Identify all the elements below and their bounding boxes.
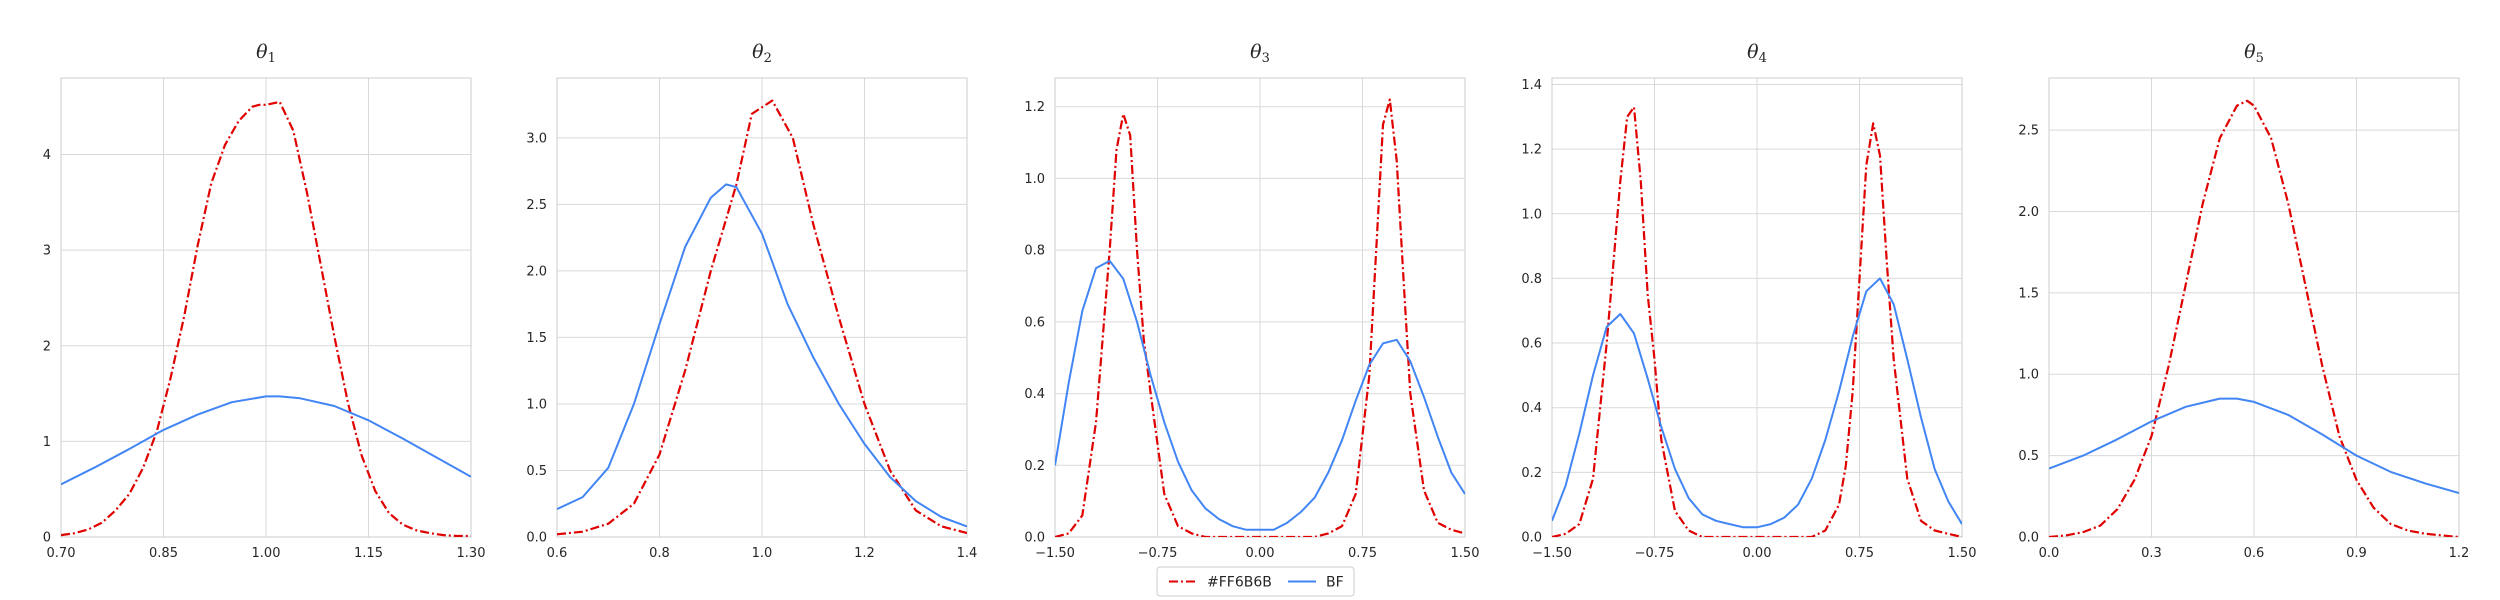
y-tick-label: 0.0 — [526, 531, 547, 546]
x-tick-label: 0.75 — [1845, 546, 1874, 561]
x-tick-label: 1.15 — [354, 546, 383, 561]
y-tick-label: 0.2 — [1521, 466, 1542, 481]
panel-1: 0.70 0.85 1.00 1.15 1.30 0 1 2 3 4 θ1 — [43, 41, 486, 561]
y-tick-label: 4 — [43, 148, 51, 163]
series-ff6b6b-line — [61, 100, 471, 537]
x-tick-label: 1.50 — [1451, 546, 1480, 561]
series-ff6b6b-line — [1552, 105, 1962, 537]
series-ff6b6b-line — [1055, 98, 1465, 537]
y-tick-label: 1.0 — [526, 397, 547, 412]
x-tick-label: −1.50 — [1532, 546, 1572, 561]
y-tick-label: 0 — [43, 531, 51, 546]
legend-box — [1156, 566, 1355, 597]
x-tick-label: −0.75 — [1635, 546, 1675, 561]
x-tick-label: 0.6 — [2244, 546, 2265, 561]
x-tick-label: 0.9 — [2346, 546, 2367, 561]
series-bf-line — [1552, 277, 1962, 529]
x-tick-label: 0.70 — [47, 546, 76, 561]
y-tick-label: 0.0 — [1024, 531, 1045, 546]
x-tick-label: 0.0 — [2039, 546, 2060, 561]
y-tick-label: 2.0 — [2018, 205, 2039, 220]
plot-frame — [2048, 77, 2460, 538]
x-tick-label: −1.50 — [1035, 546, 1075, 561]
y-tick-label: 0.4 — [1521, 401, 1542, 416]
series-bf-line — [1055, 259, 1465, 531]
x-tick-label: 0.8 — [649, 546, 670, 561]
legend-label: BF — [1326, 575, 1344, 591]
panel-title: θ2 — [752, 41, 772, 66]
y-tick-label: 1.2 — [1521, 143, 1542, 158]
x-tick-label: 1.2 — [854, 546, 875, 561]
x-tick-label: 1.2 — [2449, 546, 2470, 561]
y-tick-label: 0.5 — [2018, 449, 2039, 464]
y-tick-label: 0.8 — [1521, 272, 1542, 287]
series-bf-line — [557, 183, 967, 528]
y-tick-label: 0.6 — [1024, 315, 1045, 330]
y-tick-label: 1 — [43, 435, 51, 450]
series-ff6b6b-line — [2049, 99, 2459, 537]
y-tick-label: 1.0 — [1521, 207, 1542, 222]
panel-title: θ5 — [2244, 41, 2264, 66]
x-tick-label: 0.85 — [149, 546, 178, 561]
panel-5: 0.0 0.3 0.6 0.9 1.2 0.0 0.5 1.0 1.5 2.0 2.5 θ5 — [2018, 41, 2469, 561]
panel-2: 0.6 0.8 1.0 1.2 1.4 0.0 0.5 1.0 1.5 2.0 2.5 3.0 θ2 — [526, 41, 977, 561]
legend-label: #FF6B6B — [1207, 575, 1272, 591]
y-tick-label: 3 — [43, 244, 51, 259]
y-tick-label: 2 — [43, 339, 51, 354]
y-tick-label: 0.6 — [1521, 337, 1542, 352]
panel-title: θ1 — [256, 41, 276, 66]
x-tick-label: 1.00 — [252, 546, 281, 561]
legend: #FF6B6B BF — [1156, 566, 1355, 597]
x-tick-label: 0.6 — [547, 546, 568, 561]
x-tick-label: 1.30 — [457, 546, 486, 561]
series-bf-line — [61, 395, 471, 486]
panel-3: −1.50 −0.75 0.00 0.75 1.50 0.0 0.2 0.4 0.6 0.8 1.0… — [1024, 41, 1479, 561]
x-tick-label: 0.75 — [1348, 546, 1377, 561]
y-tick-label: 2.5 — [2018, 124, 2039, 139]
y-tick-label: 1.0 — [2018, 368, 2039, 383]
x-tick-label: 0.3 — [2141, 546, 2162, 561]
y-tick-label: 1.4 — [1521, 78, 1542, 93]
x-tick-label: 0.00 — [1246, 546, 1275, 561]
x-tick-label: 1.50 — [1948, 546, 1977, 561]
y-tick-label: 0.0 — [1521, 531, 1542, 546]
panel-4: −1.50 −0.75 0.00 0.75 1.50 0.0 0.2 0.4 0.6 0.8 1.0… — [1521, 41, 1976, 561]
y-tick-label: 0.2 — [1024, 459, 1045, 474]
plot-frame — [60, 77, 472, 538]
x-tick-label: 0.00 — [1743, 546, 1772, 561]
y-tick-label: 1.5 — [526, 331, 547, 346]
y-tick-label: 3.0 — [526, 131, 547, 146]
y-tick-label: 1.5 — [2018, 286, 2039, 301]
y-tick-label: 1.0 — [1024, 172, 1045, 187]
y-tick-label: 2.5 — [526, 198, 547, 213]
panel-title: θ4 — [1747, 41, 1767, 66]
x-tick-label: −0.75 — [1138, 546, 1178, 561]
plot-frame — [556, 77, 968, 538]
series-bf-line — [2049, 397, 2459, 495]
series-ff6b6b-line — [557, 99, 967, 536]
y-tick-label: 0.0 — [2018, 531, 2039, 546]
y-tick-label: 1.2 — [1024, 100, 1045, 115]
panel-title: θ3 — [1250, 41, 1270, 66]
y-tick-label: 0.8 — [1024, 244, 1045, 259]
y-tick-label: 0.4 — [1024, 387, 1045, 402]
y-tick-label: 2.0 — [526, 264, 547, 279]
x-tick-label: 1.0 — [752, 546, 773, 561]
y-tick-label: 0.5 — [526, 464, 547, 479]
x-tick-label: 1.4 — [957, 546, 978, 561]
